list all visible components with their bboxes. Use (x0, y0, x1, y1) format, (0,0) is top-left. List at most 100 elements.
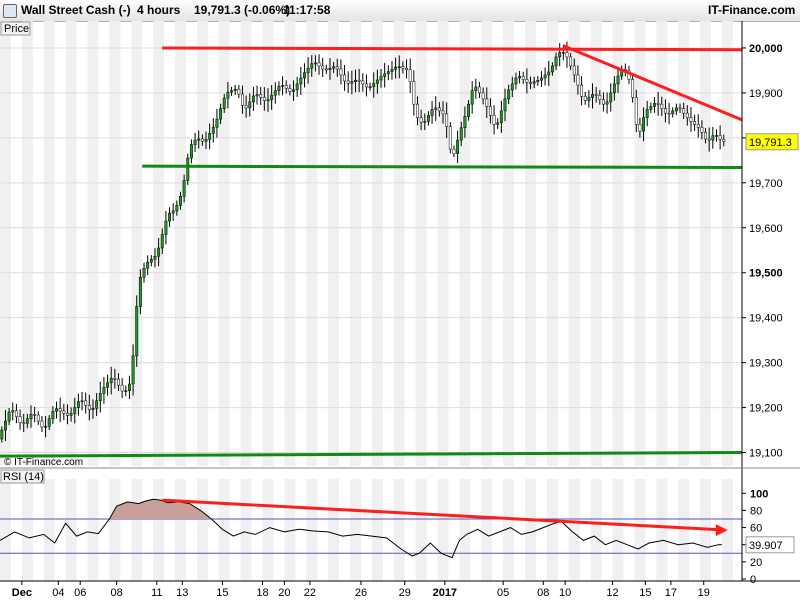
candle-body (372, 83, 376, 87)
last-price-marker (745, 133, 799, 151)
x-tick-label: 19 (698, 587, 710, 599)
bg-band (196, 479, 208, 581)
price-chart[interactable]: 19,100 19,200 19,300 19,400 19,500 19,600 19,7… (0, 21, 800, 600)
bg-band (350, 479, 361, 581)
bg-band (306, 21, 318, 466)
candle-body (292, 89, 295, 92)
rsi-panel-tag-box (0, 469, 45, 484)
candle-body (84, 400, 88, 406)
candle-body (40, 420, 44, 428)
candle-body (583, 96, 587, 101)
bg-band (393, 21, 405, 466)
candle-body (295, 83, 299, 91)
candle-body (255, 94, 259, 97)
watermark: © IT-Finance.com (4, 457, 83, 468)
rsi-panel-label: RSI (14) (3, 471, 44, 483)
bg-band (350, 21, 361, 466)
candle-body (507, 89, 511, 100)
rsi-last-marker (745, 536, 795, 554)
candle-body (408, 69, 412, 82)
x-tick-label: 11 (151, 587, 162, 599)
candle-body (346, 80, 350, 84)
x-tick-label: 10 (559, 587, 571, 599)
candle-body (445, 113, 449, 127)
candle-body (448, 126, 452, 150)
candle-body (722, 139, 726, 142)
x-tick-label: 22 (304, 587, 316, 599)
candle-body (211, 127, 215, 134)
candle-body (164, 220, 168, 235)
bg-band (306, 479, 318, 581)
candle-body (299, 77, 303, 85)
candle-body (233, 88, 237, 91)
upper-support-line[interactable] (142, 164, 743, 170)
bg-band (503, 479, 515, 581)
candle-body (241, 93, 244, 106)
rsi-tick-label: 80 (750, 505, 762, 517)
bg-band (43, 479, 55, 581)
candle-body (456, 139, 460, 154)
candle-body (138, 276, 142, 307)
bg-band (656, 479, 668, 581)
candle-body (503, 98, 507, 112)
candle-body (313, 62, 317, 65)
candle-body (390, 69, 394, 72)
candle-body (332, 66, 336, 69)
candle-body (499, 110, 503, 124)
falling-trendline-line[interactable] (562, 44, 743, 122)
candle-body (663, 108, 667, 114)
candle-body (521, 76, 525, 80)
candle-body (339, 68, 343, 76)
candle-body (379, 76, 383, 81)
candle-body (525, 79, 529, 83)
candle-body (350, 81, 354, 84)
bg-band (503, 21, 515, 466)
x-tick-label: 06 (74, 587, 86, 599)
candle-body (58, 408, 62, 412)
candle-body (324, 68, 328, 71)
candle-body (76, 401, 80, 408)
candle-body (135, 306, 139, 357)
candle-body (649, 106, 653, 110)
candle-body (693, 121, 697, 125)
candle-body (601, 99, 605, 105)
bg-band (21, 479, 33, 581)
candle-body (405, 67, 409, 70)
lower-support-line[interactable] (0, 451, 743, 458)
candle-body (259, 94, 263, 98)
candle-body (459, 127, 463, 141)
candle-body (29, 414, 33, 420)
candle-body (193, 139, 197, 145)
candle-body (554, 56, 558, 67)
candle-body (576, 74, 580, 86)
x-tick-label: 15 (216, 587, 228, 599)
candle-body (131, 355, 135, 385)
bg-band (437, 479, 449, 581)
candle-body (153, 255, 157, 260)
candle-body (678, 107, 682, 110)
candle-body (682, 108, 686, 114)
x-tick-label: 08 (111, 587, 123, 599)
x-tick-label: 05 (497, 587, 509, 599)
rsi-divergence-arrow[interactable] (162, 498, 718, 532)
candle-body (488, 106, 492, 116)
bg-band (590, 21, 602, 466)
candle-body (328, 67, 332, 70)
bg-band (0, 479, 11, 581)
candle-body (645, 109, 649, 118)
candle-body (142, 267, 146, 278)
candle-body (689, 117, 693, 122)
candle-body (284, 85, 288, 89)
candle-body (634, 97, 638, 125)
candle-body (401, 66, 405, 69)
candle-body (262, 97, 266, 101)
timeframe[interactable]: 4 hours (137, 3, 181, 17)
candle-body (540, 77, 543, 81)
candle-body (478, 86, 481, 94)
rsi-tick-label: 0 (750, 574, 756, 586)
candle-body (168, 212, 171, 222)
candle-body (117, 378, 120, 386)
x-tick-label: 15 (639, 587, 651, 599)
candle-body (66, 412, 69, 416)
resistance-line[interactable] (162, 46, 743, 52)
